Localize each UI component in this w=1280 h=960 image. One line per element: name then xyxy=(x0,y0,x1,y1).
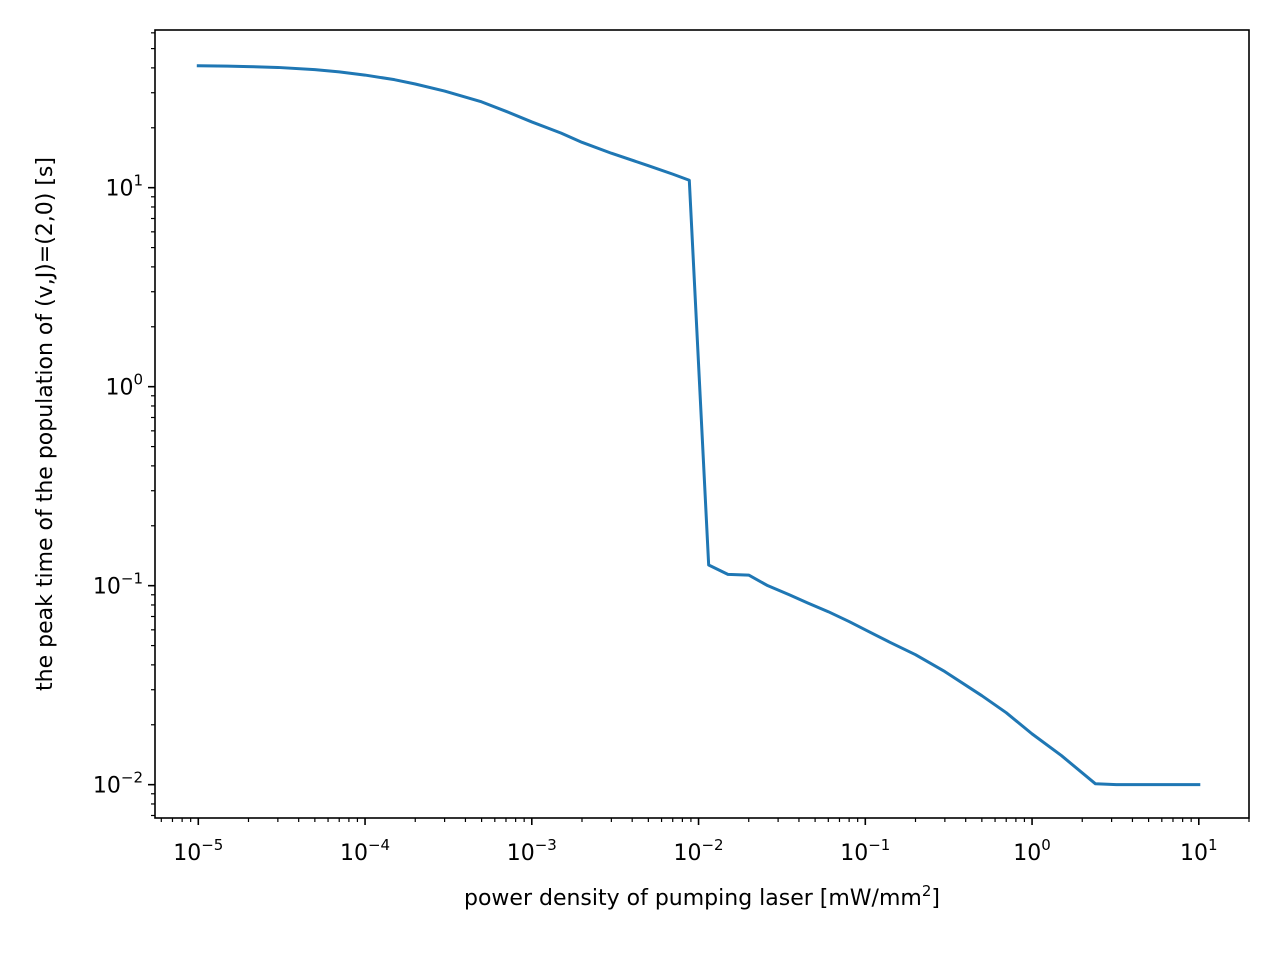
y-tick-label-base: 10 xyxy=(93,774,121,799)
y-tick-label: 10−1 xyxy=(93,570,143,600)
x-axis-label: power density of pumping laser [mW/mm2] xyxy=(464,882,940,911)
y-axis-label: the peak time of the population of (v,J)… xyxy=(33,157,58,691)
y-tick-label-exponent: −2 xyxy=(121,769,143,787)
x-tick-label: 10−5 xyxy=(173,836,223,866)
x-tick-label-base: 10 xyxy=(840,841,868,866)
major-ticks xyxy=(148,186,1200,825)
x-axis-label-superscript: 2 xyxy=(922,882,932,900)
y-tick-label: 10−2 xyxy=(93,769,143,799)
x-tick-label: 101 xyxy=(1180,836,1218,866)
x-tick-label-base: 10 xyxy=(507,841,535,866)
x-tick-label-exponent: 0 xyxy=(1041,836,1051,854)
x-tick-label-exponent: −4 xyxy=(368,836,390,854)
x-tick-label-exponent: −1 xyxy=(868,836,890,854)
x-tick-label-exponent: −5 xyxy=(201,836,223,854)
y-tick-label-base: 10 xyxy=(93,575,121,600)
plot-area-frame xyxy=(154,29,1250,819)
x-tick-label: 100 xyxy=(1013,836,1051,866)
x-tick-label-exponent: −2 xyxy=(701,836,723,854)
x-tick-label-base: 10 xyxy=(340,841,368,866)
x-tick-label: 10−4 xyxy=(340,836,390,866)
y-tick-label-base: 10 xyxy=(105,376,133,401)
x-tick-label-base: 10 xyxy=(673,841,701,866)
y-tick-label-exponent: 0 xyxy=(133,371,143,389)
x-tick-label-exponent: 1 xyxy=(1208,836,1218,854)
x-tick-label-base: 10 xyxy=(1013,841,1041,866)
x-tick-label-base: 10 xyxy=(173,841,201,866)
y-tick-label: 101 xyxy=(105,172,143,202)
x-tick-label: 10−1 xyxy=(840,836,890,866)
y-tick-label-exponent: −1 xyxy=(121,570,143,588)
plot-lines xyxy=(196,64,1201,787)
x-axis-label-main: power density of pumping laser [mW/mm xyxy=(464,886,922,911)
x-axis-label-suffix: ] xyxy=(931,886,940,911)
x-tick-label-base: 10 xyxy=(1180,841,1208,866)
y-tick-label-exponent: 1 xyxy=(133,172,143,190)
x-tick-label-exponent: −3 xyxy=(535,836,557,854)
x-tick-label: 10−2 xyxy=(673,836,723,866)
series-line xyxy=(196,64,1201,787)
x-tick-label: 10−3 xyxy=(507,836,557,866)
y-tick-label: 100 xyxy=(105,371,143,401)
y-tick-label-base: 10 xyxy=(105,177,133,202)
